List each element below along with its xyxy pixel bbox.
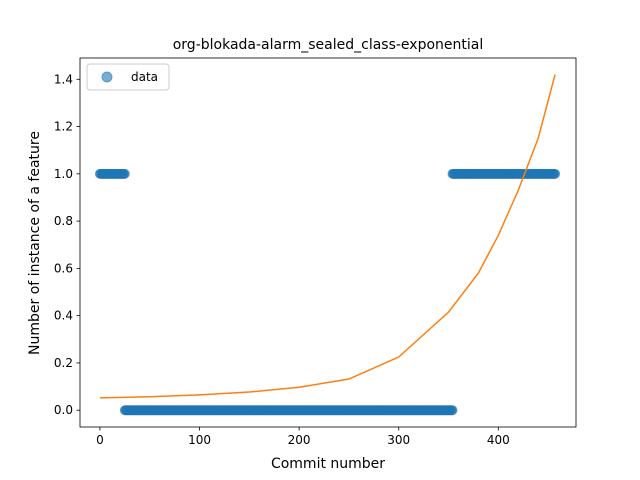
y-axis: 0.0 0.2 0.4 0.6 0.8 1.0 1.2 1.4 [54,72,80,417]
y-axis-label: Number of instance of a feature [27,131,43,355]
plot-area [79,57,577,428]
x-tick-label: 400 [487,433,510,447]
x-tick-label: 100 [188,433,211,447]
legend-label-data: data [131,70,158,84]
y-tick-label: 1.0 [54,167,73,181]
y-tick-label: 0.0 [54,403,73,417]
chart-title: org-blokada-alarm_sealed_class-exponenti… [173,37,484,53]
x-tick-label: 0 [96,433,104,447]
x-tick-label: 300 [387,433,410,447]
x-axis-label: Commit number [271,456,385,472]
data-point [447,405,458,416]
y-tick-label: 1.4 [54,72,73,86]
legend: data [86,63,170,91]
y-tick-label: 0.4 [54,309,73,323]
y-tick-label: 0.2 [54,356,73,370]
y-tick-label: 0.6 [54,261,73,275]
x-tick-label: 200 [288,433,311,447]
y-tick-label: 0.8 [54,214,73,228]
axes-frame [79,57,577,428]
y-tick-label: 1.2 [54,120,73,134]
legend-marker [101,71,113,83]
legend-box [86,63,170,91]
fit-line [99,74,556,399]
x-axis: 0 100 200 300 400 [96,427,510,447]
series-data [94,168,561,416]
data-point [550,168,561,179]
data-point [119,168,130,179]
